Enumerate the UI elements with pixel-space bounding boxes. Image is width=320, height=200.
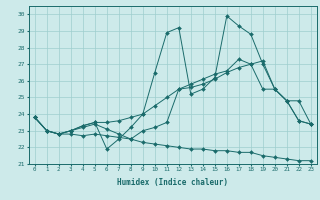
X-axis label: Humidex (Indice chaleur): Humidex (Indice chaleur) <box>117 178 228 187</box>
